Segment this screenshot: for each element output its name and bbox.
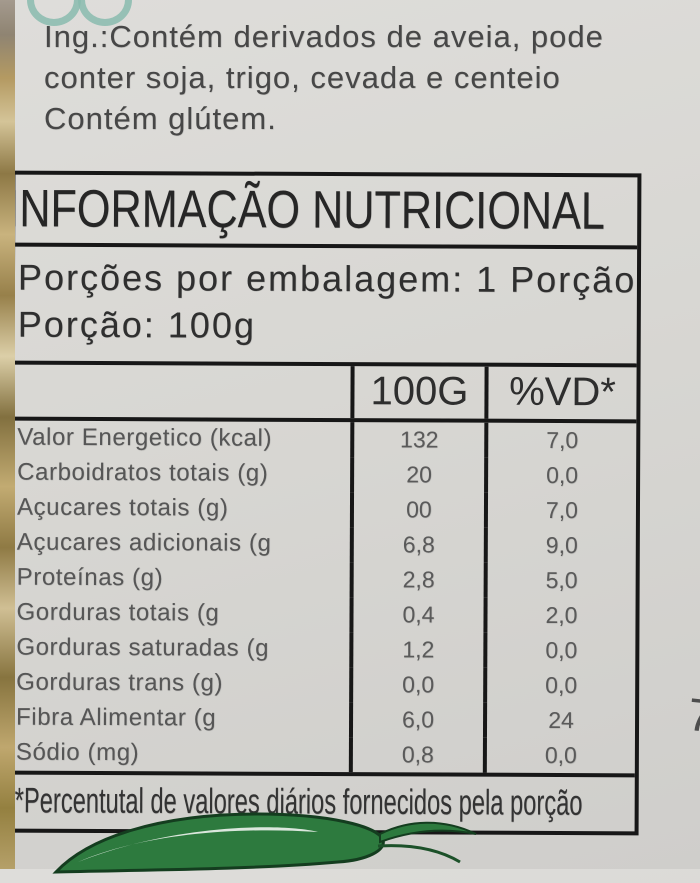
value-100g: 132 bbox=[350, 421, 485, 458]
nutrient-label: Gorduras totais (g bbox=[16, 598, 220, 627]
value-100g: 0,8 bbox=[348, 736, 483, 773]
nutrient-label: Sódio (mg) bbox=[15, 738, 140, 767]
ingredients-line: Contém glútem. bbox=[44, 101, 277, 137]
value-100g: 0,4 bbox=[349, 596, 484, 633]
value-vd: 7,0 bbox=[484, 422, 637, 458]
table-row: Proteínas (g) 2,8 5,0 bbox=[14, 560, 636, 598]
value-100g: 1,2 bbox=[349, 631, 484, 668]
empty-header-cell bbox=[14, 364, 350, 417]
nutrition-facts-table: INFORMAÇÃO NUTRICIONAL Porções por embal… bbox=[8, 170, 642, 835]
table-row: Sódio (mg) 0,8 0,0 bbox=[13, 735, 635, 773]
ingredients-line: Ing.:Contém derivados de aveia, pode bbox=[44, 19, 604, 54]
table-title: INFORMAÇÃO NUTRICIONAL bbox=[15, 179, 606, 241]
package-edge-texture bbox=[0, 0, 15, 869]
table-row: Carboidratos totais (g) 20 0,0 bbox=[14, 455, 637, 493]
portion-size: Porção: 100g bbox=[17, 303, 257, 346]
column-header-vd: %VD* bbox=[484, 366, 637, 419]
value-vd: 5,0 bbox=[483, 562, 636, 598]
ingredients-text: Ing.:Contém derivados de aveia, pode con… bbox=[44, 16, 689, 140]
value-100g: 0,0 bbox=[349, 666, 484, 703]
servings-per-package: Porções por embalagem: 1 Porção bbox=[17, 256, 637, 301]
table-row: Gorduras totais (g 0,4 2,0 bbox=[13, 595, 636, 633]
nutrient-label: Gorduras trans (g) bbox=[16, 668, 224, 697]
value-100g: 6,8 bbox=[349, 526, 484, 563]
value-100g: 6,0 bbox=[348, 701, 484, 738]
nutrient-label: Valor Energetico (kcal) bbox=[17, 423, 273, 452]
nutrient-label: Açucares totais (g) bbox=[16, 493, 229, 522]
table-row: Açucares adicionais (g 6,8 9,0 bbox=[14, 525, 636, 563]
value-100g: 20 bbox=[350, 456, 485, 493]
value-vd: 9,0 bbox=[483, 527, 636, 563]
nutrient-label: Gorduras saturadas (g bbox=[16, 633, 270, 662]
table-row: Gorduras trans (g) 0,0 0,0 bbox=[13, 665, 636, 703]
column-header-100g: 100G bbox=[350, 365, 485, 419]
value-vd: 0,0 bbox=[484, 457, 637, 493]
table-body: Valor Energetico (kcal) 132 7,0 Carboidr… bbox=[13, 420, 637, 773]
table-row: Açucares totais (g) 00 7,0 bbox=[14, 490, 637, 528]
value-vd: 2,0 bbox=[483, 597, 636, 633]
serving-info: Porções por embalagem: 1 Porção Porção: … bbox=[14, 246, 638, 367]
leaf-illustration-icon bbox=[48, 800, 478, 883]
value-100g: 00 bbox=[349, 491, 485, 528]
nutrient-label: Açucares adicionais (g bbox=[16, 528, 272, 557]
value-vd: 7,0 bbox=[483, 492, 637, 528]
table-row: Gorduras saturadas (g 1,2 0,0 bbox=[13, 630, 636, 668]
value-vd: 24 bbox=[482, 702, 636, 738]
table-title-row: INFORMAÇÃO NUTRICIONAL bbox=[15, 174, 638, 250]
ingredients-line: conter soja, trigo, cevada e centeio bbox=[44, 60, 561, 96]
value-vd: 0,0 bbox=[483, 667, 636, 703]
value-100g: 2,8 bbox=[349, 561, 484, 598]
nutrient-label: Carboidratos totais (g) bbox=[17, 458, 269, 487]
table-row: Fibra Alimentar (g 6,0 24 bbox=[13, 700, 636, 738]
table-row: Valor Energetico (kcal) 132 7,0 bbox=[14, 420, 637, 458]
value-vd: 0,0 bbox=[483, 632, 636, 668]
handwritten-seven: 7 bbox=[685, 687, 700, 743]
nutrient-label: Proteínas (g) bbox=[16, 563, 164, 592]
nutrient-label: Fibra Alimentar (g bbox=[16, 703, 217, 732]
value-vd: 0,0 bbox=[482, 737, 635, 773]
column-header-row: 100G %VD* bbox=[14, 364, 637, 423]
